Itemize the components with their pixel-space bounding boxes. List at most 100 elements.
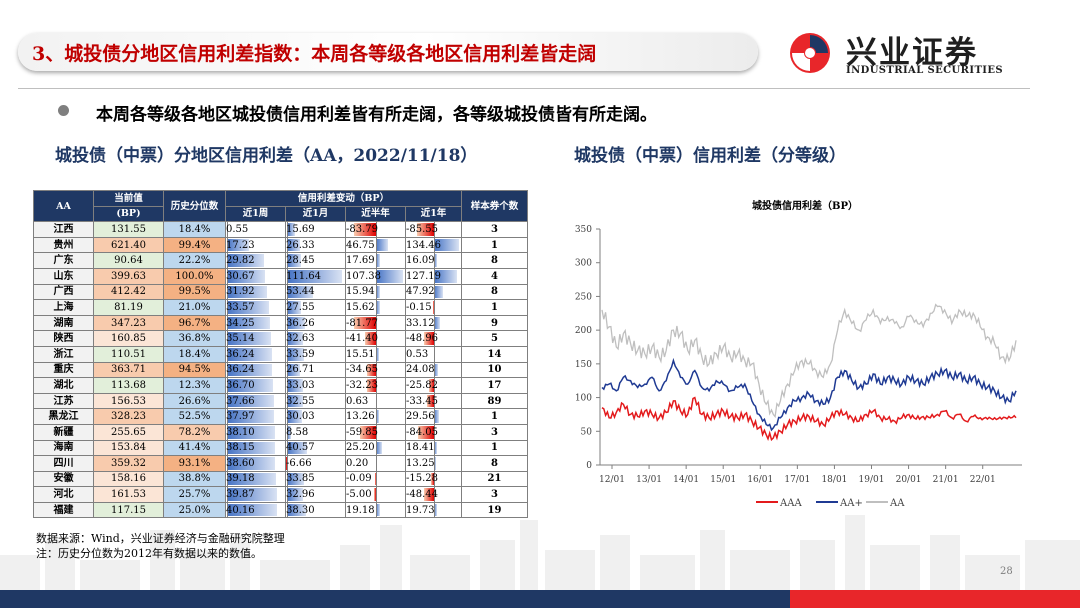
- change-y1-cell: 13.25: [405, 455, 462, 472]
- current-value-cell: 156.53: [93, 392, 164, 410]
- sample-count-cell: 14: [461, 345, 528, 363]
- zero-axis-line: [433, 269, 435, 284]
- x-tick-label: 19/01: [859, 475, 885, 485]
- negative-change-bar: [367, 379, 376, 392]
- positive-change-bar: [375, 269, 404, 283]
- percentile-cell: 41.4%: [163, 439, 226, 457]
- change-hy-cell: 46.75: [345, 236, 406, 254]
- table-row: 广东 90.64 22.2% 29.82 28.45 17.69 16.09 8: [33, 252, 528, 269]
- negative-change-bar: [417, 223, 434, 236]
- zero-axis-line: [433, 331, 435, 346]
- zero-axis-line: [287, 285, 289, 299]
- zero-axis-line: [227, 425, 229, 440]
- negative-change-bar: [424, 488, 434, 501]
- zero-axis-line: [375, 347, 377, 362]
- header-divider: [18, 88, 1030, 89]
- negative-change-bar: [364, 332, 376, 345]
- table-row: 重庆 363.71 94.5% 36.24 26.71 -34.65 24.08 10: [33, 361, 528, 379]
- change-value: 26.33: [286, 239, 315, 251]
- change-value: 28.45: [286, 255, 315, 267]
- change-value: 32.63: [286, 333, 315, 345]
- current-value-cell: 621.40: [93, 236, 164, 254]
- header-sample-count: 样本券个数: [461, 189, 528, 223]
- zero-axis-line: [287, 316, 289, 330]
- bullet-dot: [58, 105, 69, 116]
- positive-change-bar: [433, 410, 440, 423]
- change-value: -33.45: [406, 395, 439, 407]
- region-cell: 江苏: [33, 392, 94, 410]
- change-hy-cell: 25.20: [345, 439, 406, 457]
- zero-axis-line: [433, 316, 435, 330]
- zero-axis-line: [227, 378, 229, 393]
- header-percentile: 历史分位数: [163, 189, 226, 223]
- zero-axis-line: [227, 440, 229, 455]
- positive-change-bar: [287, 503, 306, 517]
- change-m1-cell: 38.30: [285, 501, 346, 519]
- current-value-cell: 110.51: [93, 345, 164, 363]
- positive-change-bar: [287, 301, 301, 314]
- change-value: 15.51: [346, 348, 375, 360]
- change-m1-cell: 32.63: [285, 330, 346, 347]
- table-row: 福建 117.15 25.0% 40.16 38.30 19.18 19.73 19: [33, 501, 528, 519]
- legend-label: AA: [889, 498, 905, 509]
- y-tick-label: 250: [575, 292, 592, 302]
- change-w1-cell: 38.10: [225, 423, 286, 441]
- change-y1-cell: 127.19: [405, 267, 462, 285]
- positive-change-bar: [227, 472, 276, 486]
- positive-change-bar: [375, 410, 379, 423]
- zero-axis-line: [433, 487, 435, 502]
- change-hy-cell: 13.26: [345, 408, 406, 425]
- positive-change-bar: [433, 238, 459, 252]
- current-value-cell: 255.65: [93, 423, 164, 441]
- sample-count-cell: 3: [461, 423, 528, 441]
- zero-axis-line: [287, 222, 289, 237]
- change-value: 33.85: [286, 473, 315, 485]
- x-tick-label: 12/01: [599, 475, 625, 485]
- percentile-cell: 36.8%: [163, 330, 226, 347]
- region-cell: 湖南: [33, 314, 94, 332]
- zero-axis-line: [287, 440, 289, 455]
- zero-axis-line: [287, 409, 289, 424]
- sample-count-cell: 3: [461, 221, 528, 238]
- sample-count-cell: 8: [461, 252, 528, 269]
- zero-axis-line: [287, 253, 289, 268]
- sample-count-cell: 1: [461, 236, 528, 254]
- percentile-cell: 96.7%: [163, 314, 226, 332]
- zero-axis-line: [375, 425, 377, 440]
- percentile-cell: 78.2%: [163, 423, 226, 441]
- zero-axis-line: [287, 472, 289, 486]
- change-value: -5.00: [346, 489, 372, 501]
- positive-change-bar: [375, 285, 380, 299]
- change-hy-cell: 0.20: [345, 455, 406, 472]
- change-y1-cell: -85.55: [405, 221, 462, 238]
- percentile-cell: 26.6%: [163, 392, 226, 410]
- table-row: 江苏 156.53 26.6% 37.66 32.55 0.63 -33.45 89: [33, 392, 528, 410]
- header-grade: AA: [33, 189, 94, 223]
- zero-axis-line: [375, 503, 377, 517]
- negative-change-bar: [353, 223, 376, 236]
- change-w1-cell: 36.24: [225, 345, 286, 363]
- change-value: 39.18: [226, 473, 255, 485]
- zero-axis-line: [433, 409, 435, 424]
- sample-count-cell: 17: [461, 377, 528, 394]
- positive-change-bar: [287, 441, 307, 455]
- change-value: 33.59: [286, 348, 315, 360]
- change-hy-cell: -41.40: [345, 330, 406, 347]
- change-y1-cell: -25.82: [405, 377, 462, 394]
- zero-axis-line: [375, 409, 377, 424]
- y-tick-label: 0: [586, 461, 592, 471]
- zero-axis-line: [433, 503, 435, 517]
- slide-title-bar: 3、城投债分地区信用利差指数：本周各等级各地区信用利差皆走阔: [18, 33, 758, 71]
- positive-change-bar: [227, 238, 249, 252]
- change-w1-cell: 39.87: [225, 486, 286, 503]
- change-value: 107.38: [346, 270, 382, 282]
- change-value: -34.65: [346, 364, 379, 376]
- regional-spread-table: AA 当前值 历史分位数 信用利差变动（BP） 样本券个数 (BP) 近1周 近…: [33, 189, 528, 519]
- current-value-cell: 160.85: [93, 330, 164, 347]
- change-value: -59.85: [346, 426, 379, 438]
- zero-axis-line: [433, 300, 435, 315]
- zero-axis-line: [375, 238, 377, 252]
- change-hy-cell: 15.51: [345, 345, 406, 363]
- change-value: 33.12: [406, 317, 435, 329]
- change-w1-cell: 37.66: [225, 392, 286, 410]
